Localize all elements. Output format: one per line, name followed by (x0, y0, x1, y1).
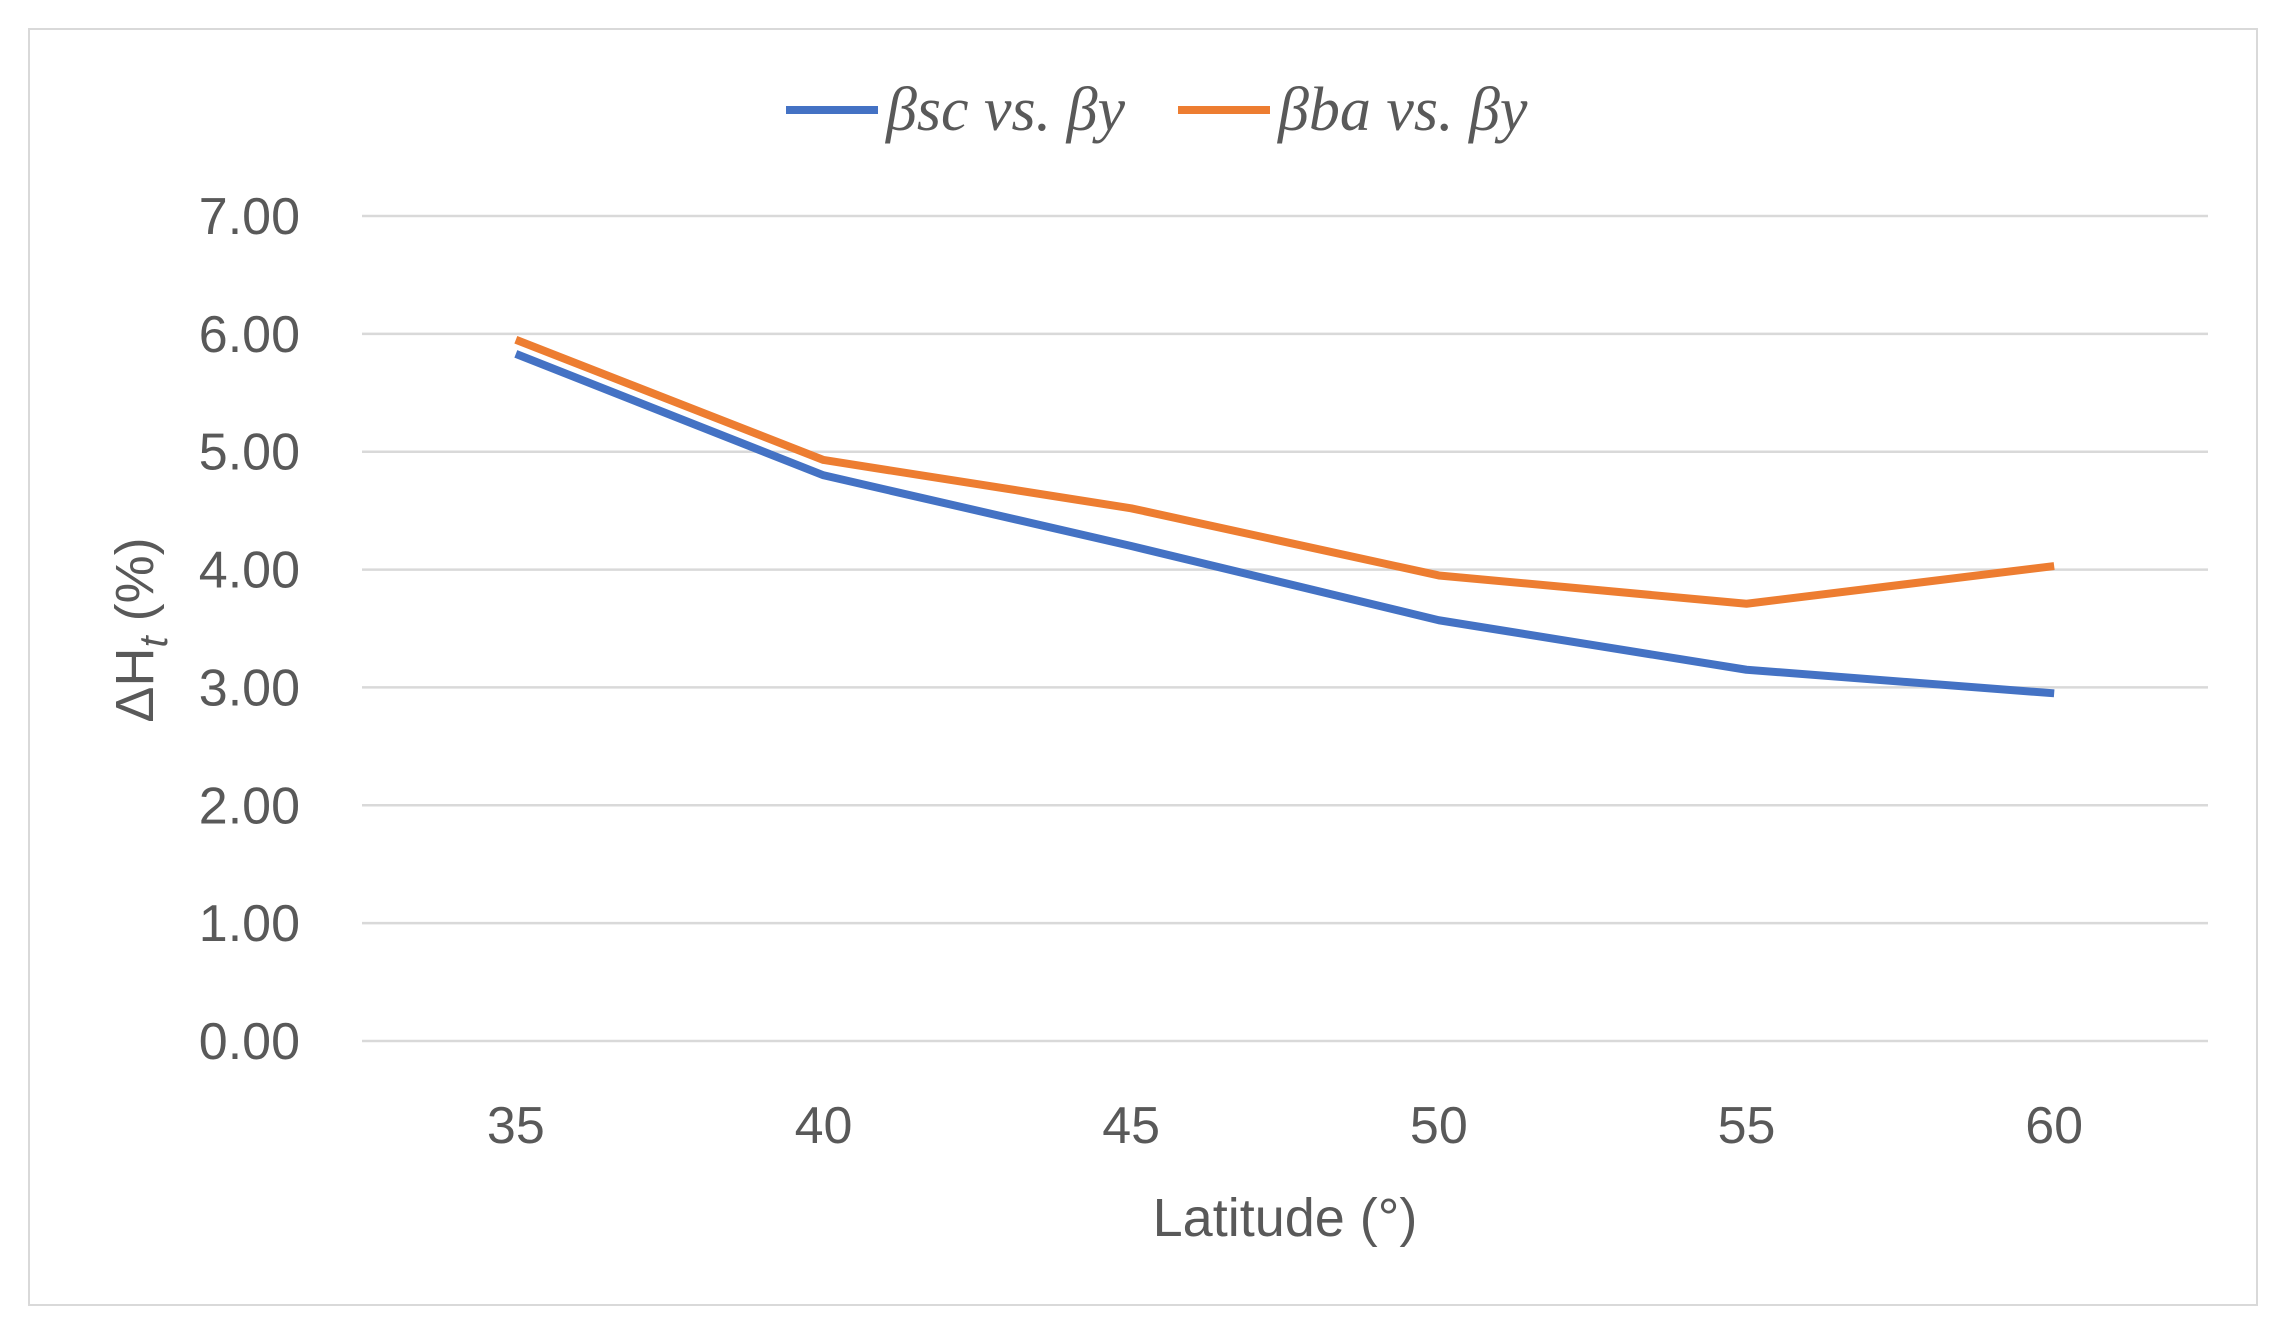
y-axis-title: ΔHt (%) (105, 537, 176, 722)
x-tick-label: 50 (1410, 1097, 1468, 1155)
y-axis-title-main: ΔH (105, 648, 165, 723)
y-tick-label: 3.00 (199, 659, 300, 717)
y-axis-title-subscript: t (132, 635, 176, 648)
gridlines (362, 214, 2208, 1043)
y-tick-label: 0.00 (199, 1013, 300, 1071)
chart-frame (28, 28, 2258, 1306)
y-tick-label: 1.00 (199, 895, 300, 953)
legend-label-2: βba vs. βy (1277, 76, 1528, 144)
x-tick-label: 60 (2025, 1097, 2083, 1155)
legend: βsc vs. βy βba vs. βy (786, 76, 1528, 144)
series-lines (514, 336, 2055, 698)
y-tick-labels: 0.00 1.00 2.00 3.00 4.00 5.00 6.00 7.00 (199, 188, 300, 1071)
y-tick-label: 5.00 (199, 424, 300, 482)
y-tick-label: 2.00 (199, 777, 300, 835)
y-tick-label: 6.00 (199, 306, 300, 364)
x-tick-label: 35 (487, 1097, 545, 1155)
series-line-2 (514, 336, 2055, 608)
x-tick-label: 40 (795, 1097, 853, 1155)
x-tick-labels: 35 40 45 50 55 60 (487, 1097, 2083, 1155)
series-line-1 (514, 350, 2055, 698)
x-tick-label: 55 (1718, 1097, 1776, 1155)
y-tick-label: 7.00 (199, 188, 300, 246)
x-axis-title: Latitude (°) (1153, 1188, 1418, 1248)
x-tick-label: 45 (1102, 1097, 1160, 1155)
y-tick-label: 4.00 (199, 542, 300, 600)
legend-label-1: βsc vs. βy (885, 76, 1126, 144)
y-axis-title-units: (%) (105, 537, 165, 636)
